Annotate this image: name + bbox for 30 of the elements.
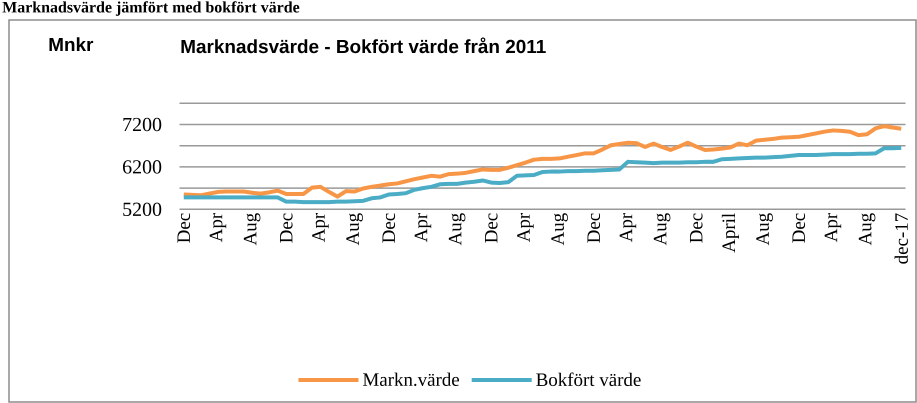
x-tick-label: Apr [210, 212, 226, 242]
x-tick-label: Apr [824, 212, 842, 242]
x-tick-label: Dec [280, 213, 293, 243]
x-tick-label: Aug [756, 213, 773, 246]
x-tick-label: Dec [792, 213, 806, 243]
x-tick-label: Aug [551, 213, 568, 246]
x-tick-label: Dec [382, 213, 396, 243]
x-tick-label: Aug [858, 213, 876, 246]
x-tick-label: Apr [620, 212, 636, 242]
legend-label: Markn.värde [363, 372, 460, 386]
x-tick-label: Aug [654, 213, 670, 246]
x-tick-label: Apr [517, 212, 534, 242]
x-tick-label: Aug [244, 213, 260, 246]
x-tick-label: Aug [448, 213, 466, 246]
x-tick-label: Dec [177, 213, 190, 243]
y-tick-label: 5200 [123, 202, 162, 216]
chart-subtitle: Marknadsvärde - Bokfört värde från 2011 [181, 37, 546, 54]
text: Mnkr [49, 37, 94, 51]
x-tick-label: Dec [587, 213, 600, 243]
chart-title: Marknadsvärde jämfört med bokfört värde [2, 1, 300, 16]
x-tick-label: Apr [312, 212, 329, 242]
x-tick-label: Dec [484, 213, 498, 243]
y-tick-label: 6200 [122, 160, 162, 174]
x-tick-label: Dec [690, 213, 703, 243]
x-tick-label: Aug [346, 213, 363, 246]
x-tick-label: dec-17 [894, 213, 908, 264]
x-tick-label: Apr [414, 212, 432, 242]
legend-label: Bokfört värde [536, 372, 641, 386]
x-tick-label: April [722, 213, 739, 253]
y-tick-label: 7200 [123, 118, 162, 132]
